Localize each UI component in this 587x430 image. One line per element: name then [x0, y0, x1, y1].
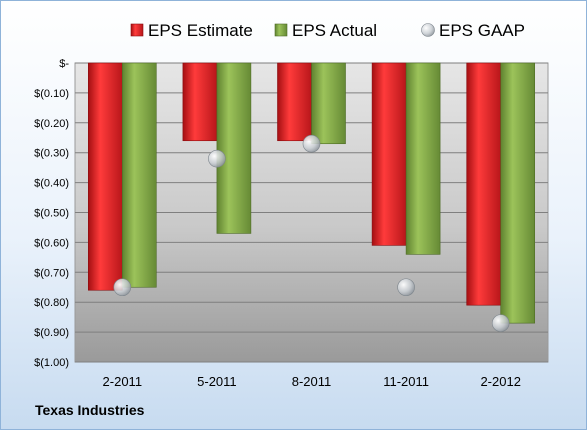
y-tick-label: $(0.60): [34, 237, 69, 249]
y-tick-label: $-: [59, 58, 69, 70]
actual-bar: [500, 62, 536, 324]
company-label: Texas Industries: [35, 402, 145, 418]
y-tick-label: $(0.50): [34, 208, 69, 220]
actual-swatch: [274, 23, 288, 37]
estimate-bar: [277, 62, 312, 142]
x-tick-label: 11-2011: [383, 374, 429, 389]
y-tick-label: $(0.70): [34, 267, 69, 279]
gaap-marker: [397, 278, 415, 297]
estimate-bar: [371, 62, 407, 246]
legend-label: EPS GAAP: [439, 21, 525, 40]
x-tick-label: 2-2012: [480, 374, 520, 389]
gaap-marker: [208, 149, 226, 168]
gaap-marker: [113, 278, 132, 297]
y-tick-label: $(0.80): [34, 297, 69, 309]
y-tick-label: $(0.90): [34, 327, 69, 339]
x-axis: 2-2011 5-2011 8-2011 11-2011 2-2012: [103, 374, 521, 389]
legend-label: EPS Actual: [292, 21, 377, 40]
y-tick-label: $(1.00): [34, 357, 69, 369]
estimate-bar: [182, 62, 218, 142]
legend-label: EPS Estimate: [148, 21, 253, 40]
legend: EPS Estimate EPS Actual EPS GAAP: [130, 21, 525, 40]
estimate-bar: [466, 62, 502, 306]
actual-bar: [216, 62, 252, 234]
y-axis: $- $(0.10) $(0.20) $(0.30) $(0.40) $(0.50) $(0…: [34, 58, 69, 369]
gaap-swatch: [421, 23, 435, 37]
actual-bar: [405, 62, 441, 255]
bars: [88, 62, 536, 324]
actual-bar: [122, 62, 157, 288]
x-tick-label: 2-2011: [103, 374, 143, 389]
actual-bar: [311, 62, 346, 145]
gaap-marker: [491, 314, 510, 332]
y-tick-label: $(0.20): [34, 118, 69, 130]
estimate-swatch: [130, 23, 144, 37]
gaap-marker: [302, 134, 321, 153]
y-tick-label: $(0.10): [34, 88, 69, 100]
x-tick-label: 5-2011: [197, 374, 237, 389]
y-tick-label: $(0.30): [34, 148, 69, 160]
x-tick-label: 8-2011: [292, 374, 332, 389]
y-tick-label: $(0.40): [34, 178, 69, 190]
gaap-markers: [113, 134, 510, 332]
estimate-bar: [88, 62, 123, 291]
